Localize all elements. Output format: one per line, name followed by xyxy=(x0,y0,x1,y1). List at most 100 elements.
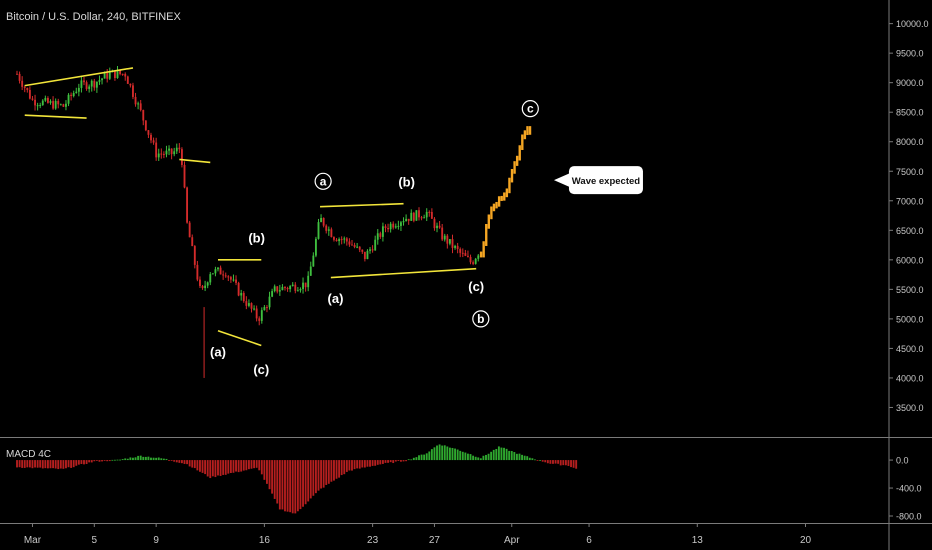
candle xyxy=(222,274,225,276)
candle xyxy=(165,150,168,155)
candle xyxy=(428,211,431,213)
candle xyxy=(469,256,472,263)
candle xyxy=(49,101,52,103)
macd-bar xyxy=(168,460,170,461)
macd-bar xyxy=(343,460,346,475)
price-tick-label: 9500.0 xyxy=(896,49,924,59)
candle xyxy=(196,264,199,280)
candle xyxy=(21,80,24,87)
candle xyxy=(461,252,464,254)
candle xyxy=(281,286,284,291)
candle xyxy=(183,164,186,188)
candle xyxy=(132,85,134,97)
candle xyxy=(286,288,289,290)
macd-bar xyxy=(95,460,98,461)
candle xyxy=(384,226,387,228)
macd-bar xyxy=(430,449,433,461)
macd-bar xyxy=(454,448,457,461)
callout-box xyxy=(568,166,643,195)
macd-bar xyxy=(67,460,70,468)
macd-bar xyxy=(111,459,114,461)
candle xyxy=(394,226,397,228)
macd-bar xyxy=(291,460,294,514)
price-tick-label: 4500.0 xyxy=(896,344,924,354)
macd-tick-label: 0.0 xyxy=(896,456,909,466)
macd-bar xyxy=(165,458,168,461)
candle xyxy=(405,218,408,222)
macd-bar xyxy=(199,460,201,472)
candle xyxy=(389,223,392,230)
macd-bar xyxy=(438,444,441,461)
candle xyxy=(410,212,413,221)
pattern-line xyxy=(24,114,87,119)
macd-bar xyxy=(227,460,230,474)
macd-bar xyxy=(564,460,567,466)
candle xyxy=(304,282,307,288)
time-tick-label: 6 xyxy=(586,535,592,546)
candle xyxy=(160,153,163,155)
candle xyxy=(402,221,405,223)
macd-bar xyxy=(492,449,495,461)
macd-histogram xyxy=(16,444,578,514)
candle xyxy=(101,78,103,81)
candle xyxy=(358,246,361,250)
candle xyxy=(343,238,346,240)
pattern-line xyxy=(24,67,134,87)
macd-bar xyxy=(235,460,237,472)
macd-bar xyxy=(523,455,526,461)
candle xyxy=(18,73,21,81)
macd-bar xyxy=(448,447,451,461)
macd-bar xyxy=(173,460,176,462)
macd-bar xyxy=(88,460,91,463)
candle xyxy=(296,290,299,292)
candle xyxy=(345,238,348,242)
macd-bar xyxy=(441,445,444,461)
macd-bar xyxy=(255,460,258,468)
projection-bar xyxy=(528,126,532,135)
candle xyxy=(273,286,276,292)
wave-label: (a) xyxy=(210,344,226,359)
macd-bar xyxy=(62,460,65,469)
wave-label: (b) xyxy=(398,174,415,189)
time-tick-label: 23 xyxy=(367,535,379,546)
macd-bar xyxy=(54,460,57,469)
candle xyxy=(381,226,384,237)
macd-bar xyxy=(289,460,292,513)
macd-bar xyxy=(191,460,194,468)
macd-bar xyxy=(90,460,93,463)
macd-bar xyxy=(106,460,109,462)
macd-bar xyxy=(157,457,160,461)
candle xyxy=(302,282,304,289)
candle xyxy=(214,269,217,274)
macd-bar xyxy=(552,460,554,464)
candle xyxy=(387,227,390,230)
macd-bar xyxy=(443,445,446,461)
candle xyxy=(289,286,292,290)
macd-bar xyxy=(307,460,310,502)
wave-label-circle xyxy=(314,172,332,190)
macd-bar xyxy=(392,460,395,464)
candle xyxy=(271,291,274,297)
projection-bar xyxy=(521,134,524,150)
price-tick-label: 3500.0 xyxy=(896,403,924,413)
macd-bar xyxy=(119,459,122,461)
candles xyxy=(16,66,480,378)
candle xyxy=(39,104,42,106)
macd-bar xyxy=(132,457,134,461)
macd-bar xyxy=(508,450,511,461)
candle xyxy=(191,237,194,247)
candle xyxy=(438,225,441,228)
macd-bar xyxy=(539,460,542,461)
macd-bar xyxy=(222,460,225,475)
macd-bar xyxy=(124,458,127,461)
macd-bar xyxy=(196,460,199,471)
macd-bar xyxy=(26,460,29,468)
candle xyxy=(126,76,129,84)
projection-bars xyxy=(479,126,532,258)
candle xyxy=(327,229,330,231)
candle xyxy=(139,103,142,111)
candle xyxy=(423,217,426,219)
candle xyxy=(232,279,235,281)
macd-tick-label: -800.0 xyxy=(896,512,922,522)
